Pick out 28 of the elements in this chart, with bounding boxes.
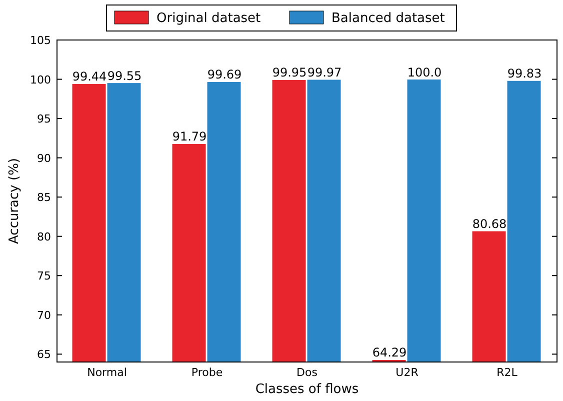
legend-label: Original dataset xyxy=(156,11,261,26)
data-label: 99.69 xyxy=(207,68,242,82)
y-tick-label: 75 xyxy=(37,270,51,283)
x-tick-label: R2L xyxy=(496,366,518,379)
legend-label: Balanced dataset xyxy=(332,11,445,26)
data-label: 99.44 xyxy=(72,70,107,84)
x-axis-title: Classes of flows xyxy=(255,382,359,397)
data-label: 80.68 xyxy=(472,217,507,231)
data-label: 100.0 xyxy=(407,65,442,80)
data-label: 91.79 xyxy=(172,130,207,144)
y-tick-label: 90 xyxy=(37,152,51,165)
data-label: 99.55 xyxy=(107,68,142,83)
data-label: 99.97 xyxy=(307,66,342,80)
data-label: 64.29 xyxy=(372,346,407,360)
y-tick-label: 95 xyxy=(37,112,51,126)
y-tick-label: 65 xyxy=(37,348,51,362)
x-tick-label: U2R xyxy=(396,366,419,379)
y-tick-label: 85 xyxy=(37,191,51,204)
y-tick-label: 80 xyxy=(37,230,51,244)
y-tick-label: 105 xyxy=(30,34,51,47)
data-label: 99.95 xyxy=(272,66,307,80)
y-axis-title: Accuracy (%) xyxy=(7,158,22,244)
x-tick-label: Probe xyxy=(191,366,223,379)
x-tick-label: Normal xyxy=(87,366,127,379)
y-tick-label: 70 xyxy=(37,308,51,322)
data-label: 99.83 xyxy=(507,66,542,81)
x-tick-label: Dos xyxy=(296,366,318,379)
y-tick-label: 100 xyxy=(30,73,51,86)
